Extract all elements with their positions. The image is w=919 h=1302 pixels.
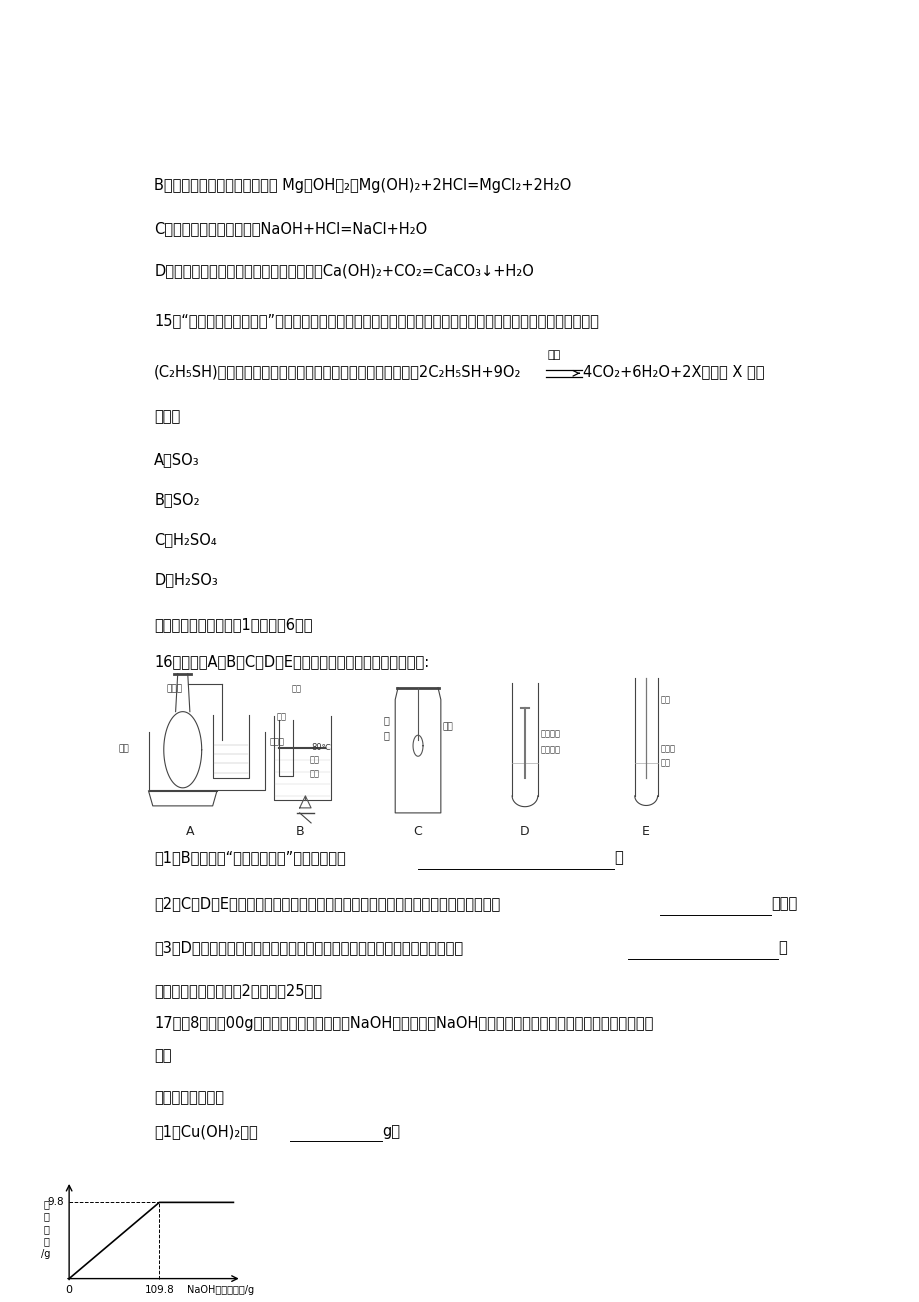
- Text: g。: g。: [382, 1124, 400, 1139]
- Text: E: E: [641, 825, 650, 838]
- Text: 气: 气: [383, 729, 390, 740]
- Text: 薄铜片: 薄铜片: [269, 738, 284, 747]
- Text: ；: ；: [614, 850, 622, 865]
- Text: （3）D实验采用适量的盐酸在工业上可用于除铁锈，写出该反应的化学方程式: （3）D实验采用适量的盐酸在工业上可用于除铁锈，写出该反应的化学方程式: [154, 940, 463, 956]
- Text: 铁丝: 铁丝: [660, 695, 670, 704]
- Text: 硫酸铜: 硫酸铜: [660, 745, 675, 754]
- Text: C: C: [414, 825, 422, 838]
- Text: 9.8: 9.8: [48, 1198, 64, 1207]
- Text: 氧: 氧: [383, 716, 390, 725]
- Text: D．H₂SO₃: D．H₂SO₃: [154, 573, 218, 587]
- Text: C．用烧碱治痗胃酸过多：NaOH+HCl=NaCl+H₂O: C．用烧碱治痗胃酸过多：NaOH+HCl=NaCl+H₂O: [154, 221, 427, 237]
- Text: 弹笧夹: 弹笧夹: [166, 685, 182, 694]
- Text: 生锈铁钉: 生锈铁钉: [540, 729, 560, 738]
- Text: 学式是: 学式是: [154, 409, 180, 424]
- Text: A: A: [186, 825, 194, 838]
- Text: （2）C、D、E实验中体现出金属的化学性质有：与氧气反应、与某些盐溶液反应、与: （2）C、D、E实验中体现出金属的化学性质有：与氧气反应、与某些盐溶液反应、与: [154, 896, 500, 911]
- Text: 反应；: 反应；: [770, 896, 797, 911]
- Text: （1）B实验说明“燃烧需要氧气”的实验现象是: （1）B实验说明“燃烧需要氧气”的实验现象是: [154, 850, 346, 865]
- Text: B．SO₂: B．SO₂: [154, 492, 199, 506]
- Text: 三、简答题（本大题共2小题，兠25分）: 三、简答题（本大题共2小题，兠25分）: [154, 983, 322, 999]
- Text: D: D: [519, 825, 529, 838]
- Text: 109.8: 109.8: [144, 1285, 174, 1294]
- Text: 4CO₂+6H₂O+2X，其中 X 的化: 4CO₂+6H₂O+2X，其中 X 的化: [582, 363, 764, 379]
- Text: 点燃: 点燃: [547, 350, 560, 359]
- Text: 白磷: 白磷: [277, 712, 287, 721]
- Text: 80℃: 80℃: [311, 742, 331, 751]
- Text: 沉
淠
质
量
/g: 沉 淠 质 量 /g: [41, 1199, 51, 1259]
- Text: 铁丝: 铁丝: [443, 723, 453, 732]
- Text: 示。: 示。: [154, 1048, 172, 1064]
- Text: D．盛放石灰水的试剂瓶内壁易产生白膜：Ca(OH)₂+CO₂=CaCO₃↓+H₂O: D．盛放石灰水的试剂瓶内壁易产生白膜：Ca(OH)₂+CO₂=CaCO₃↓+H₂…: [154, 263, 534, 279]
- Text: 17．（8分）咁00g硫酸铜溶液中，逐滴加入NaOH溶液，加入NaOH溶液的质量与生成沉淠的里之间的关系如图所: 17．（8分）咁00g硫酸铜溶液中，逐滴加入NaOH溶液，加入NaOH溶液的质量…: [154, 1017, 652, 1031]
- Text: A．SO₃: A．SO₃: [154, 452, 199, 467]
- Text: 热水: 热水: [310, 755, 319, 764]
- Text: 红磷: 红磷: [290, 685, 301, 694]
- Text: B．用适量稀盐酸除去水墙中的 Mg（OH）₂：Mg(OH)₂+2HCl=MgCl₂+2H₂O: B．用适量稀盐酸除去水墙中的 Mg（OH）₂：Mg(OH)₂+2HCl=MgCl…: [154, 178, 571, 193]
- Text: 16．请结合A、B、C、D、E五个与课本有关的实验，回答问题:: 16．请结合A、B、C、D、E五个与课本有关的实验，回答问题:: [154, 655, 429, 669]
- Text: （1）Cu(OH)₂质量: （1）Cu(OH)₂质量: [154, 1124, 257, 1139]
- Text: 。: 。: [777, 940, 786, 956]
- Text: 请回答下列问题：: 请回答下列问题：: [154, 1091, 224, 1105]
- Text: 15．“生命至上、安全第一”，为及时发现天然气泄漏，某燃气公司常在天然气中加入少量具有特殊气味的乙硫醇: 15．“生命至上、安全第一”，为及时发现天然气泄漏，某燃气公司常在天然气中加入少…: [154, 314, 598, 328]
- Text: (C₂H₅SH)。乙硫醇在空气中也能燃烧，反应的化学方程式为：2C₂H₅SH+9O₂: (C₂H₅SH)。乙硫醇在空气中也能燃烧，反应的化学方程式为：2C₂H₅SH+9…: [154, 363, 521, 379]
- Text: C．H₂SO₄: C．H₂SO₄: [154, 533, 217, 547]
- Text: 二、填空题（本大题共1小题，兲6分）: 二、填空题（本大题共1小题，兲6分）: [154, 617, 312, 633]
- Text: 溶液: 溶液: [660, 759, 670, 768]
- Text: B: B: [296, 825, 304, 838]
- Text: 红磷: 红磷: [119, 745, 130, 754]
- Text: NaOH溶液的质量/g: NaOH溶液的质量/g: [187, 1285, 255, 1294]
- Text: 白磷: 白磷: [310, 769, 319, 779]
- Text: 过量盐酸: 过量盐酸: [540, 746, 560, 755]
- Text: 0: 0: [65, 1285, 73, 1294]
